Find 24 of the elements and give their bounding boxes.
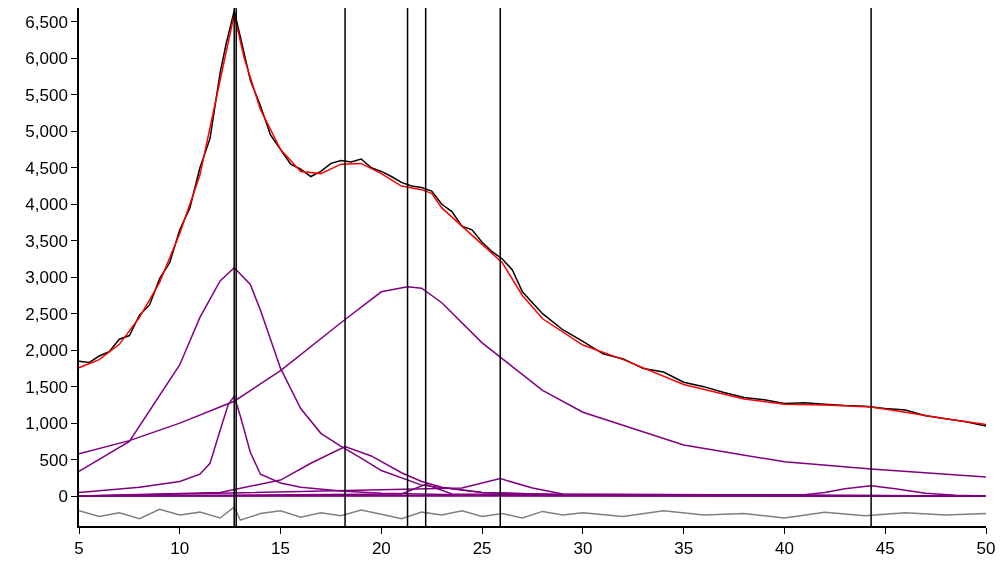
x-tick-label: 35 xyxy=(674,539,694,559)
x-tick-label: 30 xyxy=(573,539,593,559)
y-tick-label: 6,500 xyxy=(25,12,68,32)
x-tick-label: 5 xyxy=(74,539,84,559)
y-tick-label: 500 xyxy=(39,450,68,470)
x-tick-label: 40 xyxy=(774,539,794,559)
x-tick-label: 25 xyxy=(472,539,492,559)
y-tick-label: 3,000 xyxy=(25,268,68,288)
y-tick-label: 4,500 xyxy=(25,158,68,178)
y-tick-label: 4,000 xyxy=(25,195,68,215)
y-tick-label: 3,500 xyxy=(25,231,68,251)
y-tick-label: 1,500 xyxy=(25,377,68,397)
x-tick-label: 45 xyxy=(875,539,895,559)
y-tick-label: 6,000 xyxy=(25,49,68,69)
x-tick-label: 50 xyxy=(976,539,996,559)
y-tick-label: 5,500 xyxy=(25,85,68,105)
x-tick-label: 20 xyxy=(371,539,391,559)
y-tick-label: 1,000 xyxy=(25,414,68,434)
x-tick-label: 10 xyxy=(170,539,190,559)
x-tick-label: 15 xyxy=(271,539,291,559)
y-tick-label: 5,000 xyxy=(25,122,68,142)
y-tick-label: 2,500 xyxy=(25,304,68,324)
y-tick-label: 0 xyxy=(58,487,68,507)
y-tick-label: 2,000 xyxy=(25,341,68,361)
